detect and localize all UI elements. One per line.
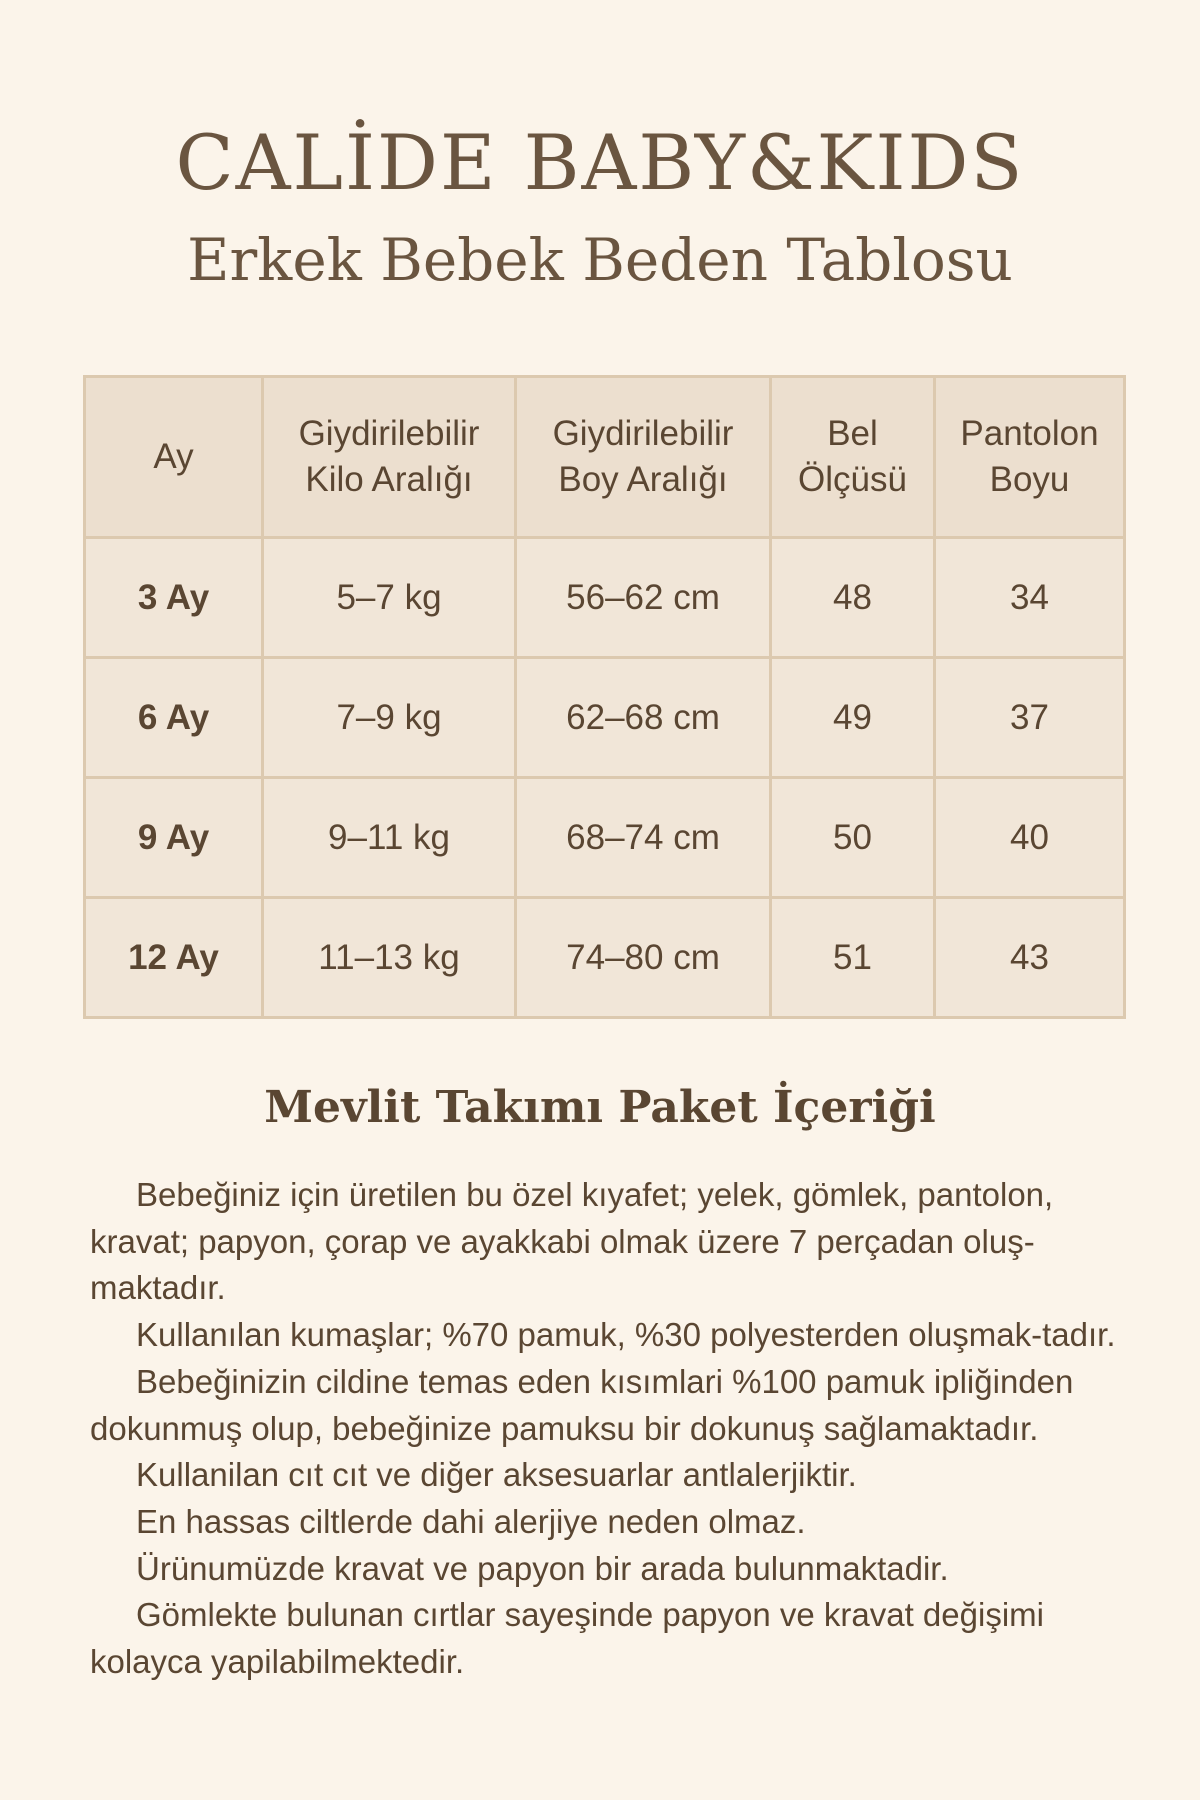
header-boy: Giydirilebilir Boy Aralığı <box>514 375 772 539</box>
table-cell: 74–80 cm <box>514 896 772 1019</box>
table-cell: 40 <box>933 776 1126 899</box>
header-ay: Ay <box>83 375 264 539</box>
table-cell: 34 <box>933 536 1126 659</box>
description: Bebeğiniz için üretilen bu özel kıyafet;… <box>90 1172 1150 1686</box>
page-subtitle: Erkek Bebek Beden Tablosu <box>187 226 1013 294</box>
header-text: Ay <box>153 437 194 476</box>
header-text: Boyu <box>989 460 1070 499</box>
table-cell: 11–13 kg <box>261 896 517 1019</box>
table-cell: 49 <box>769 656 936 779</box>
header-text: Ölçüsü <box>798 460 907 499</box>
table-cell: 12 Ay <box>83 896 264 1019</box>
table-row: 6 Ay 7–9 kg 62–68 cm 49 37 <box>83 656 1126 779</box>
header-pantolon: Pantolon Boyu <box>933 375 1126 539</box>
header-text: Kilo Aralığı <box>305 460 473 499</box>
header-bel: Bel Ölçüsü <box>769 375 936 539</box>
table-cell: 37 <box>933 656 1126 779</box>
table-cell: 50 <box>769 776 936 899</box>
header-text: Giydirilebilir <box>552 414 734 453</box>
paragraph: Kullanılan kumaşlar; %70 pamuk, %30 poly… <box>136 1316 1116 1354</box>
table-cell: 68–74 cm <box>514 776 772 899</box>
paragraph: En hassas ciltlerde dahi alerjiye neden … <box>136 1502 806 1540</box>
header-text: Giydirilebilir <box>298 414 480 453</box>
table-cell: 7–9 kg <box>261 656 517 779</box>
paragraph: Gömlekte bulunan cırtlar sayeşinde papyo… <box>90 1596 1044 1681</box>
size-table: Ay Giydirilebilir Kilo Aralığı Giydirileb… <box>83 375 1126 1019</box>
table-header-row: Ay Giydirilebilir Kilo Aralığı Giydirileb… <box>83 375 1126 539</box>
header-text: Pantolon <box>960 414 1099 453</box>
paragraph: Bebeğiniz için üretilen bu özel kıyafet;… <box>90 1176 1054 1307</box>
table-row: 12 Ay 11–13 kg 74–80 cm 51 43 <box>83 896 1126 1019</box>
section-title: Mevlit Takımı Paket İçeriği <box>264 1082 936 1133</box>
table-cell: 62–68 cm <box>514 656 772 779</box>
paragraph: Bebeğinizin cildine temas eden kısımlari… <box>90 1362 1074 1447</box>
table-cell: 6 Ay <box>83 656 264 779</box>
table-cell: 56–62 cm <box>514 536 772 659</box>
paragraph: Kullanilan cıt cıt ve diğer aksesuarlar … <box>136 1456 857 1494</box>
header-kilo: Giydirilebilir Kilo Aralığı <box>261 375 517 539</box>
table-cell: 9 Ay <box>83 776 264 899</box>
table-row: 9 Ay 9–11 kg 68–74 cm 50 40 <box>83 776 1126 899</box>
brand-title: CALİDE BABY&KIDS <box>175 118 1025 207</box>
header-text: Boy Aralığı <box>558 460 728 499</box>
table-cell: 48 <box>769 536 936 659</box>
table-row: 3 Ay 5–7 kg 56–62 cm 48 34 <box>83 536 1126 659</box>
table-cell: 43 <box>933 896 1126 1019</box>
table-cell: 3 Ay <box>83 536 264 659</box>
table-cell: 9–11 kg <box>261 776 517 899</box>
table-cell: 5–7 kg <box>261 536 517 659</box>
header-text: Bel <box>827 414 878 453</box>
paragraph: Ürünumüzde kravat ve papyon bir arada bu… <box>136 1549 949 1587</box>
table-cell: 51 <box>769 896 936 1019</box>
